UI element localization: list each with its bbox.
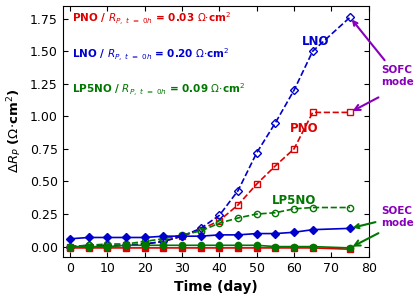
- Text: LP5NO: LP5NO: [272, 194, 316, 207]
- Text: LNO: LNO: [302, 34, 329, 48]
- Y-axis label: $\Delta R_P$ ($\Omega{\cdot}$cm$^2$): $\Delta R_P$ ($\Omega{\cdot}$cm$^2$): [5, 89, 24, 173]
- Text: PNO: PNO: [290, 122, 319, 135]
- X-axis label: Time (day): Time (day): [174, 280, 257, 294]
- Text: LNO / $\it{R}$$_{\it{P,\ t\ =\ 0h}}$ = 0.20 $\Omega$$\cdot$cm$^2$: LNO / $\it{R}$$_{\it{P,\ t\ =\ 0h}}$ = 0…: [72, 46, 229, 63]
- Text: SOFC
mode: SOFC mode: [353, 21, 414, 87]
- Text: LP5NO / $\it{R}$$_{\it{P,\ t\ =\ 0h}}$ = 0.09 $\Omega$$\cdot$cm$^2$: LP5NO / $\it{R}$$_{\it{P,\ t\ =\ 0h}}$ =…: [72, 81, 245, 98]
- Text: PNO / $\it{R}$$_{\it{P,\ t\ =\ 0h}}$ = 0.03 $\Omega$$\cdot$cm$^2$: PNO / $\it{R}$$_{\it{P,\ t\ =\ 0h}}$ = 0…: [72, 11, 231, 28]
- Text: SOEC
mode: SOEC mode: [355, 206, 414, 228]
